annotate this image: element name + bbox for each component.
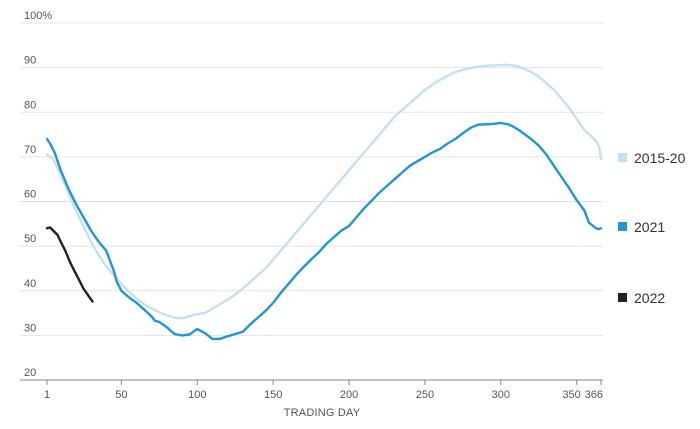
x-axis: 1 50 100 150 200 250 300 350 366 xyxy=(20,379,603,401)
legend-swatch xyxy=(618,222,627,231)
series-line-2021 xyxy=(45,121,603,341)
legend-swatch xyxy=(618,293,627,302)
gridlines xyxy=(20,22,603,336)
y-tick-label: 50 xyxy=(24,233,36,245)
x-tick-label: 100 xyxy=(188,389,206,401)
series-lines xyxy=(45,63,603,341)
series-line-2015-20 xyxy=(45,63,603,320)
y-tick-label: 30 xyxy=(24,322,36,334)
legend-label: 2015-20 xyxy=(634,150,686,166)
y-tick-label: 20 xyxy=(24,367,36,379)
y-tick-label: 80 xyxy=(24,99,36,111)
y-tick-label: 70 xyxy=(24,144,36,156)
x-tick-label: 300 xyxy=(492,389,510,401)
x-tick-label: 250 xyxy=(416,389,434,401)
x-tick-label: 50 xyxy=(115,389,127,401)
y-tick-label: 60 xyxy=(24,189,36,201)
y-axis-ticks: 100% 90 80 70 60 50 40 30 20 xyxy=(24,10,52,379)
x-tick-label: 150 xyxy=(264,389,282,401)
legend-label: 2022 xyxy=(634,290,665,306)
x-axis-title: TRADING DAY xyxy=(284,407,361,419)
x-tick-label: 200 xyxy=(340,389,358,401)
series-line-2022 xyxy=(45,226,94,303)
x-tick-label: 1 xyxy=(44,389,50,401)
legend-swatch xyxy=(618,153,627,162)
legend: 2015-20 2021 2022 xyxy=(618,150,686,306)
y-tick-label: 100% xyxy=(24,10,52,22)
y-tick-label: 90 xyxy=(24,55,36,67)
y-tick-label: 40 xyxy=(24,278,36,290)
x-tick-label: 350 xyxy=(562,389,580,401)
x-tick-label: 366 xyxy=(585,389,603,401)
legend-label: 2021 xyxy=(634,219,665,235)
